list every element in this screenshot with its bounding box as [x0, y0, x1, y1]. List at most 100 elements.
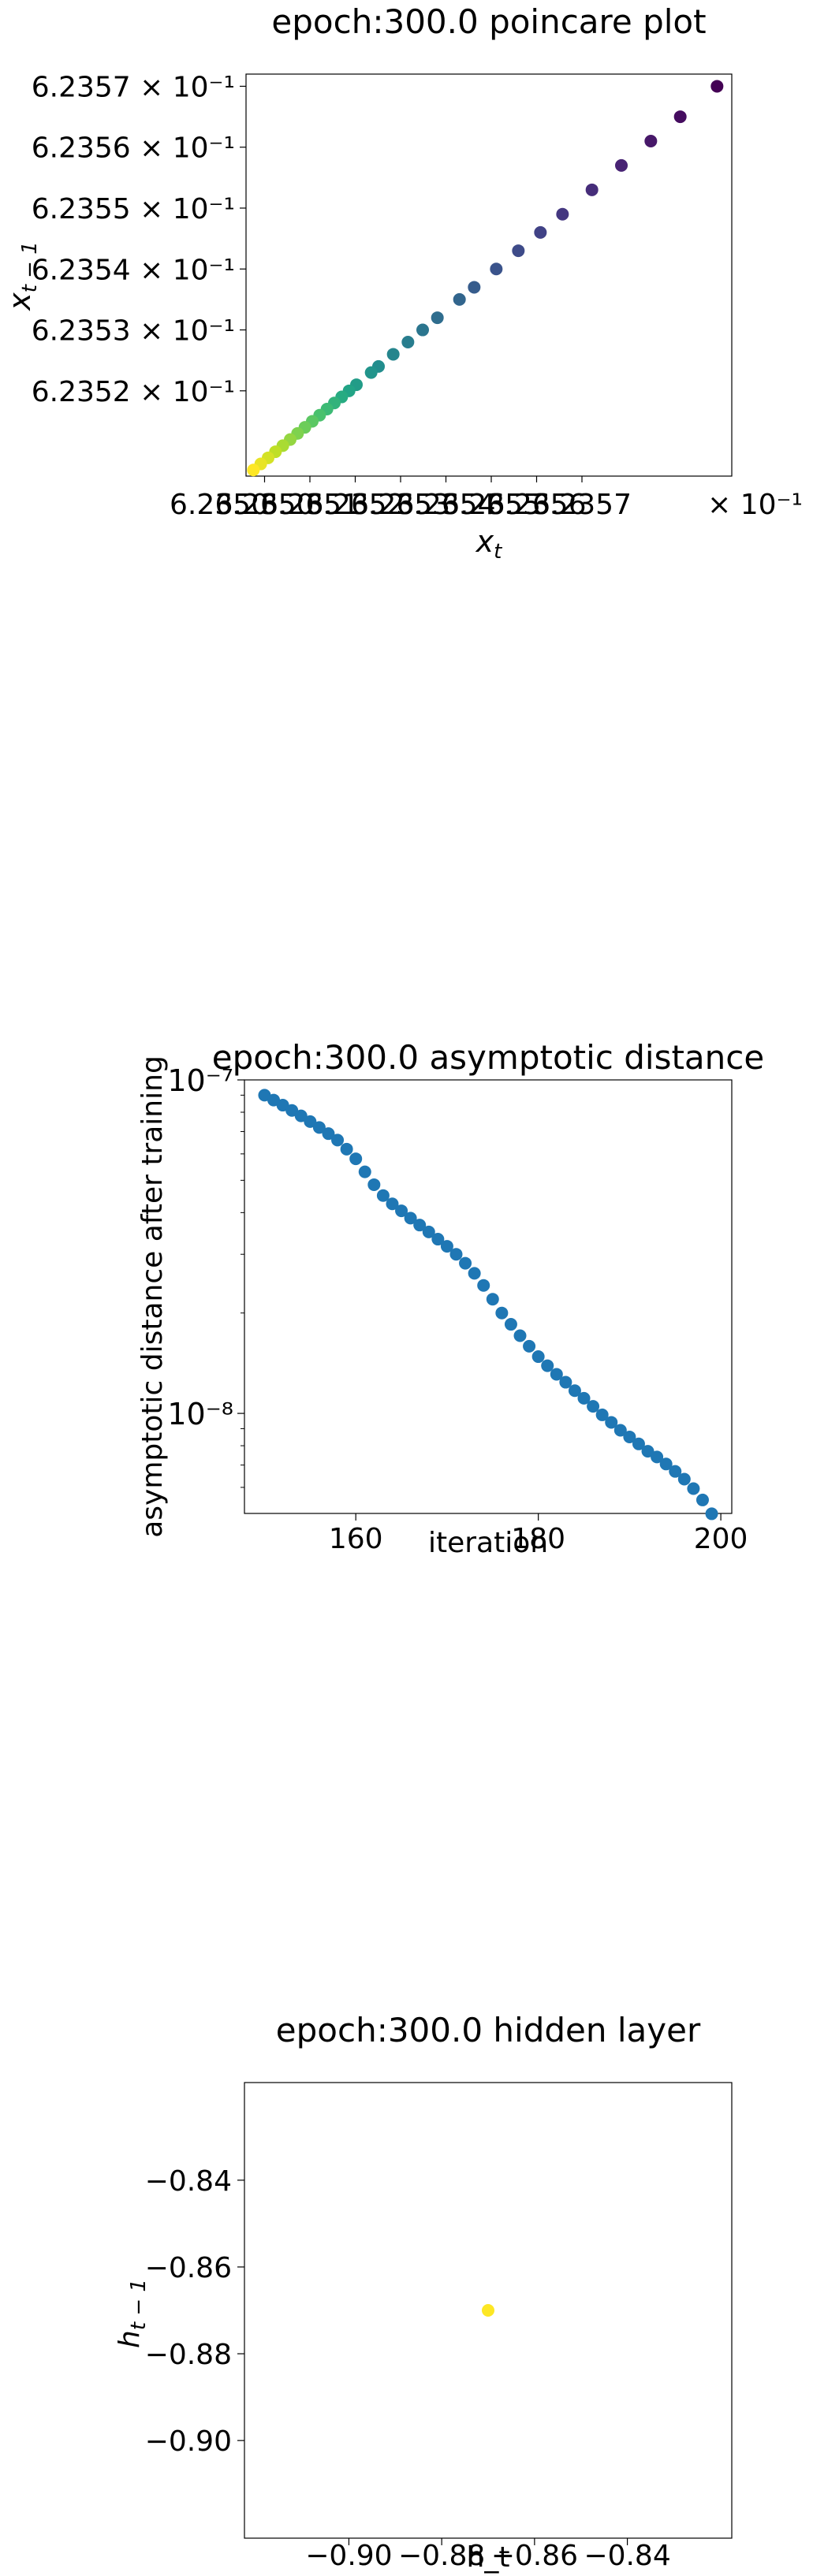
data-point — [541, 1359, 554, 1372]
data-point — [349, 1152, 363, 1166]
data-point — [468, 1267, 481, 1280]
x-tick-label: 6.2350 — [215, 489, 315, 521]
chart-title: epoch:300.0 asymptotic distance — [212, 1038, 764, 1077]
y-tick-label: −0.86 — [145, 2252, 232, 2284]
data-point — [641, 1445, 655, 1458]
x-tick-exponent: × 10⁻¹ — [707, 489, 803, 521]
y-tick-label: 6.2354 × 10⁻¹ — [32, 254, 235, 286]
x-tick-label: −0.90 — [305, 2540, 392, 2572]
data-point — [358, 1165, 371, 1178]
plot-area — [244, 1079, 733, 1514]
data-point — [413, 1219, 427, 1232]
data-point — [587, 1400, 600, 1413]
y-tick-label: 6.2352 × 10⁻¹ — [32, 376, 235, 408]
x-axis-label: iteration — [428, 1527, 548, 1559]
data-point — [710, 80, 724, 93]
data-point — [386, 348, 400, 361]
y-tick-label: 10⁻⁷ — [167, 1063, 233, 1098]
x-tick-label: 6.2352 — [306, 489, 405, 521]
data-point — [523, 1339, 536, 1353]
y-axis-label: ht − 1 — [114, 2279, 151, 2348]
data-point — [595, 1408, 609, 1421]
data-point — [477, 1279, 490, 1292]
data-point — [404, 1212, 417, 1225]
data-point — [486, 1293, 499, 1306]
data-point — [534, 225, 547, 239]
data-point — [613, 1424, 627, 1437]
data-point — [294, 1109, 308, 1122]
x-tick-label: 6.2357 — [532, 489, 632, 521]
y-tick-label: −0.84 — [145, 2165, 232, 2198]
data-point — [431, 1233, 445, 1246]
data-point — [512, 244, 525, 258]
data-point — [395, 1204, 408, 1218]
data-point — [696, 1493, 709, 1506]
data-point — [386, 1197, 399, 1211]
data-point — [651, 1450, 664, 1464]
data-point — [459, 1256, 472, 1270]
x-tick-label: −0.86 — [491, 2540, 578, 2572]
data-point — [322, 1127, 335, 1141]
data-point — [416, 323, 430, 337]
data-point — [449, 1248, 463, 1261]
x-axis-label: xt — [475, 524, 503, 564]
chart-title: epoch:300.0 poincare plot — [271, 2, 706, 41]
data-point — [401, 335, 415, 348]
data-point — [331, 1134, 345, 1147]
data-point — [276, 1099, 289, 1112]
y-tick-label: 6.2355 × 10⁻¹ — [32, 193, 235, 225]
plot-area — [244, 2082, 733, 2539]
data-point — [673, 110, 687, 124]
data-point — [556, 207, 569, 221]
x-tick-label: 6.2351 — [260, 489, 360, 521]
plot-area — [245, 73, 733, 477]
data-point — [531, 1350, 545, 1364]
data-point — [468, 281, 481, 294]
data-point — [585, 183, 599, 196]
data-point — [705, 1507, 718, 1521]
data-point — [513, 1329, 527, 1342]
y-tick-label: 6.2353 × 10⁻¹ — [32, 315, 235, 348]
poincare-plot-chart: epoch:300.0 poincare plot 6.2352 × 10⁻¹ 6… — [2, 2, 803, 564]
data-point — [422, 1225, 435, 1238]
data-point — [312, 1121, 326, 1134]
data-point — [550, 1368, 563, 1381]
data-point — [687, 1482, 700, 1495]
hidden-layer-chart: epoch:300.0 hidden layer −0.90−0.88−0.86… — [114, 2011, 733, 2574]
x-tick-label: 160 — [329, 1523, 383, 1555]
data-point — [364, 366, 378, 379]
data-point — [605, 1416, 618, 1429]
data-point — [482, 2304, 494, 2317]
data-point — [285, 1104, 299, 1117]
x-tick-label: −0.88 — [398, 2540, 485, 2572]
y-axis-label: xt − 1 — [2, 241, 42, 311]
data-point — [659, 1457, 673, 1471]
y-tick-label: −0.88 — [145, 2339, 232, 2371]
data-point — [577, 1391, 591, 1405]
data-point — [623, 1430, 636, 1443]
data-point — [677, 1472, 691, 1486]
x-tick-label: 6.2353 — [351, 489, 450, 521]
x-tick-label: 6.2355 — [442, 489, 541, 521]
data-point — [669, 1465, 682, 1478]
data-point — [304, 1115, 317, 1128]
x-tick-label: 6.2350 — [170, 489, 269, 521]
data-point — [367, 1178, 381, 1191]
y-tick-label: 6.2357 × 10⁻¹ — [32, 71, 235, 103]
asymptotic-distance-chart: epoch:300.0 asymptotic distance 10⁻⁷ 10⁻⁸… — [136, 1038, 764, 1559]
data-point — [490, 262, 503, 276]
data-point — [376, 1189, 390, 1202]
data-point — [615, 158, 628, 172]
x-tick-label: −0.84 — [584, 2540, 670, 2572]
x-tick-label: 6.2356 — [487, 489, 587, 521]
y-tick-label: 10⁻⁸ — [167, 1397, 233, 1431]
data-point — [453, 292, 466, 306]
data-point — [559, 1375, 572, 1389]
data-point — [247, 463, 260, 477]
x-axis-label: h_t — [467, 2541, 510, 2574]
x-tick-label: 6.2354 — [397, 489, 496, 521]
data-point — [495, 1306, 509, 1320]
x-tick-label: 200 — [694, 1523, 748, 1555]
data-point — [568, 1384, 581, 1398]
x-tick-label: 180 — [511, 1523, 565, 1555]
